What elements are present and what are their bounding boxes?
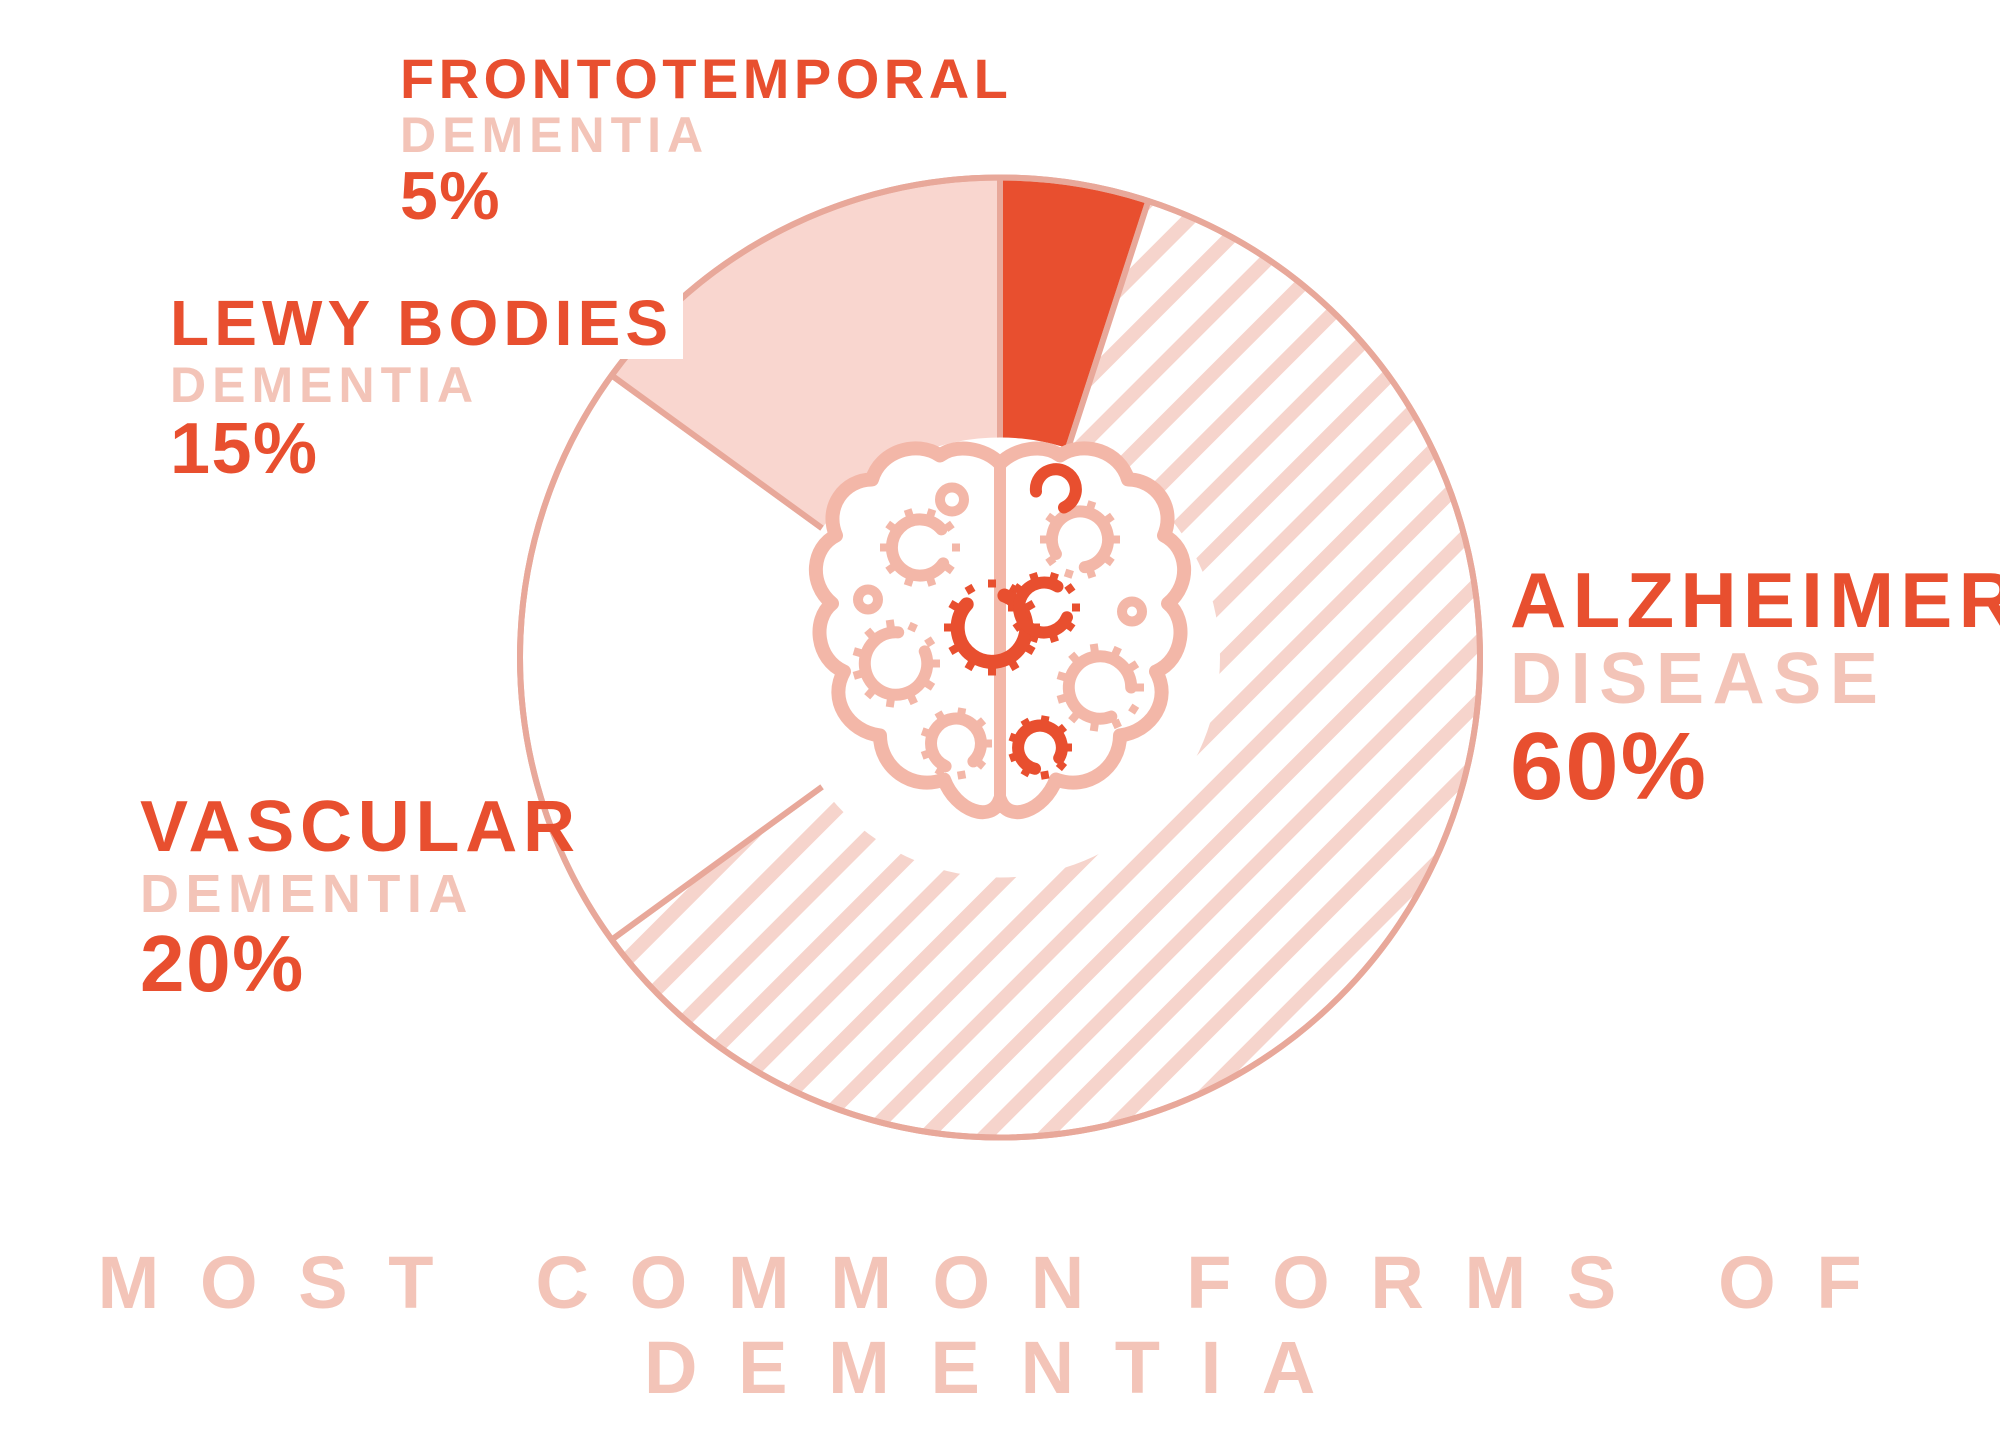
label-alzheimers-line2: DISEASE [1510,642,2000,718]
label-alzheimers-percent: 60% [1510,717,2000,818]
chart-title: MOST COMMON FORMS OF DEMENTIA [0,1240,2000,1410]
label-vascular-percent: 20% [140,922,581,1006]
label-lewy-percent: 15% [170,412,683,488]
label-vascular: VASCULAR DEMENTIA 20% [140,790,581,1006]
label-vascular-line2: DEMENTIA [140,866,581,923]
label-lewy-line2: DEMENTIA [170,359,683,412]
label-frontotemporal-line1: FRONTOTEMPORAL [400,50,1012,109]
label-vascular-line1: VASCULAR [140,790,581,866]
label-lewy: LEWY BODIES DEMENTIA 15% [170,290,683,487]
label-alzheimers: ALZHEIMER'S DISEASE 60% [1510,560,2000,818]
label-frontotemporal-line2: DEMENTIA [400,109,1012,162]
label-alzheimers-line1: ALZHEIMER'S [1510,560,2000,642]
label-frontotemporal-percent: 5% [400,161,1012,232]
label-frontotemporal: FRONTOTEMPORAL DEMENTIA 5% [400,50,1012,233]
label-lewy-line1: LEWY BODIES [170,290,683,359]
brain-icon [800,428,1200,893]
